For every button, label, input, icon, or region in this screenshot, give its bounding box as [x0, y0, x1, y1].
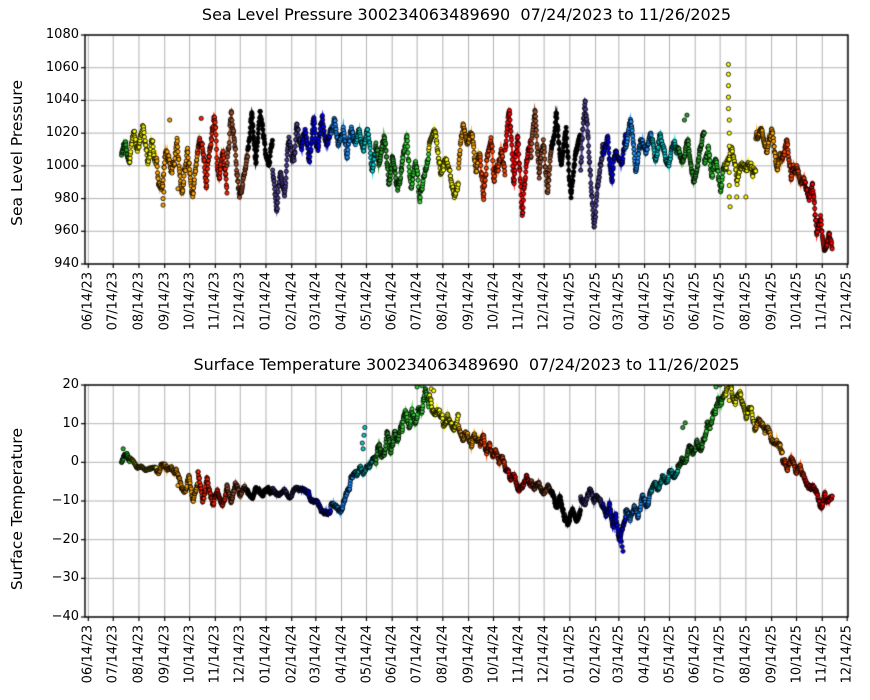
- y-tick-label: 980: [54, 190, 79, 206]
- x-tick-label: 02/14/24: [284, 625, 300, 684]
- x-tick-label: 11/14/23: [207, 625, 223, 684]
- x-tick-label: 09/14/25: [764, 625, 780, 684]
- x-tick-label: 11/14/23: [207, 272, 223, 331]
- x-tick-label: 06/14/23: [80, 272, 96, 331]
- x-tick-label: 11/14/24: [511, 625, 527, 684]
- x-tick-label: 06/14/25: [687, 272, 703, 331]
- x-tick-label: 03/14/24: [308, 625, 324, 684]
- x-tick-label: 09/14/25: [764, 272, 780, 331]
- x-tick-label: 08/14/23: [131, 272, 147, 331]
- x-tick-label: 01/14/25: [562, 625, 578, 684]
- y-tick-label: −20: [51, 531, 79, 547]
- y-tick-label: −40: [51, 609, 79, 624]
- x-tick-label: 12/14/24: [536, 272, 552, 331]
- x-tick-label: 06/14/24: [384, 272, 400, 331]
- x-tick-label: 09/14/24: [461, 272, 477, 331]
- x-tick-label: 04/14/25: [637, 272, 653, 331]
- x-tick-label: 11/14/24: [511, 272, 527, 331]
- x-tick-label: 08/14/23: [131, 625, 147, 684]
- x-tick-label: 12/14/25: [839, 625, 855, 684]
- x-tick-label: 02/14/25: [588, 272, 604, 331]
- x-tick-label: 06/14/24: [384, 625, 400, 684]
- y-tick-label: 960: [54, 223, 79, 239]
- x-tick-label: 10/14/23: [182, 272, 198, 331]
- x-tick-label: 03/14/25: [611, 272, 627, 331]
- x-tick-label: 07/14/25: [712, 272, 728, 331]
- x-tick-label: 09/14/24: [461, 625, 477, 684]
- x-tick-label: 06/14/23: [80, 625, 96, 684]
- pressure-chart-title: Sea Level Pressure 300234063489690 07/24…: [201, 5, 732, 24]
- y-tick-label: 1080: [45, 27, 79, 42]
- x-tick-label: 10/14/24: [485, 272, 501, 331]
- x-tick-label: 03/14/25: [611, 625, 627, 684]
- x-tick-label: 10/14/25: [789, 272, 805, 331]
- x-tick-label: 02/14/25: [588, 625, 604, 684]
- x-tick-label: 09/14/23: [157, 272, 173, 331]
- x-tick-label: 08/14/24: [435, 272, 451, 331]
- y-tick-label: 10: [62, 415, 79, 431]
- y-tick-label: −10: [51, 493, 79, 508]
- x-tick-label: 05/14/24: [358, 272, 374, 331]
- x-tick-label: 08/14/25: [738, 272, 754, 331]
- y-tick-label: 0: [70, 454, 79, 470]
- x-tick-label: 07/14/23: [105, 272, 121, 331]
- x-tick-label: 07/14/25: [712, 625, 728, 684]
- y-tick-label: 20: [62, 377, 79, 392]
- x-tick-label: 10/14/23: [182, 625, 198, 684]
- y-tick-label: −30: [51, 570, 79, 586]
- x-tick-label: 05/14/25: [662, 272, 677, 331]
- x-tick-label: 02/14/24: [284, 272, 300, 331]
- x-tick-label: 12/14/24: [536, 625, 552, 684]
- y-tick-label: 1040: [45, 92, 79, 108]
- temperature-y-axis-label: Surface Temperature: [8, 428, 26, 591]
- x-tick-label: 10/14/24: [485, 625, 501, 684]
- x-tick-label: 04/14/25: [637, 625, 653, 684]
- x-tick-label: 12/14/25: [839, 272, 855, 331]
- x-tick-label: 01/14/24: [258, 625, 274, 684]
- pressure-y-axis-label: Sea Level Pressure: [8, 80, 26, 226]
- x-tick-label: 03/14/24: [308, 272, 324, 331]
- x-tick-label: 05/14/25: [662, 625, 677, 684]
- x-tick-label: 11/14/25: [814, 272, 830, 331]
- x-tick-label: 06/14/25: [687, 625, 703, 684]
- x-tick-label: 08/14/24: [435, 625, 451, 684]
- y-tick-label: 1060: [45, 59, 79, 75]
- x-tick-label: 08/14/25: [738, 625, 754, 684]
- x-tick-label: 07/14/24: [409, 272, 425, 331]
- x-tick-label: 01/14/24: [258, 272, 274, 331]
- x-tick-label: 12/14/23: [232, 625, 248, 684]
- x-tick-label: 12/14/23: [232, 272, 248, 331]
- y-tick-label: 940: [54, 256, 79, 271]
- y-tick-label: 1020: [45, 125, 79, 141]
- temperature-chart-title: Surface Temperature 300234063489690 07/2…: [193, 355, 740, 374]
- x-tick-label: 09/14/23: [157, 625, 173, 684]
- x-tick-label: 04/14/24: [334, 625, 350, 684]
- x-tick-label: 01/14/25: [562, 272, 578, 331]
- x-tick-label: 10/14/25: [789, 625, 805, 684]
- y-tick-label: 1000: [45, 157, 79, 173]
- x-tick-label: 05/14/24: [358, 625, 374, 684]
- x-tick-label: 11/14/25: [814, 625, 830, 684]
- x-tick-label: 07/14/23: [105, 625, 121, 684]
- x-tick-label: 04/14/24: [334, 272, 350, 331]
- x-tick-label: 07/14/24: [409, 625, 425, 684]
